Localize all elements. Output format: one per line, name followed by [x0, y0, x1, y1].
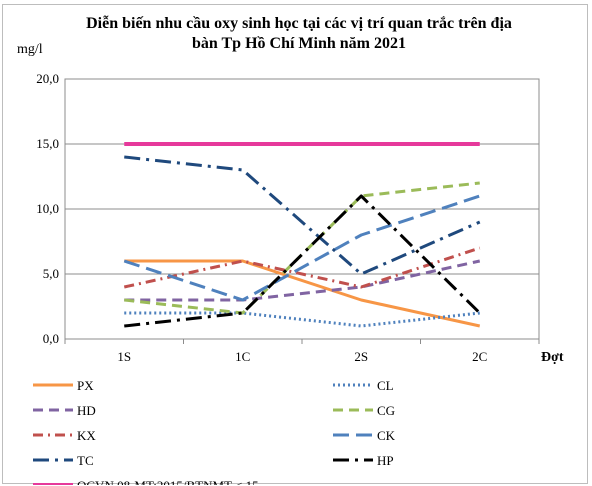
x-tick-label: 2C [472, 349, 487, 364]
x-tick-label: 1C [235, 349, 250, 364]
y-axis-unit: mg/l [17, 42, 43, 57]
legend-label: PX [77, 378, 94, 393]
chart-frame: Diễn biến nhu cầu oxy sinh học tại các v… [2, 4, 588, 485]
series-line-cg [124, 181, 480, 315]
series-line-hd [124, 259, 481, 302]
legend-item: CK [333, 428, 396, 443]
legend: PX CL HD CG KX CK TC HP QCVN 08-MT:2015/BTNMT < … [33, 378, 396, 485]
chart: Diễn biến nhu cầu oxy sinh học tại các v… [17, 15, 564, 485]
legend-item: QCVN 08-MT:2015/BTNMT < 15 [33, 478, 259, 485]
y-tick-label: 20,0 [36, 71, 59, 86]
series-line-px [124, 259, 481, 328]
x-tick-label: 1S [117, 349, 131, 364]
y-tick-label: 15,0 [36, 136, 59, 151]
legend-label: CL [377, 378, 394, 393]
legend-item: HP [333, 453, 394, 468]
legend-item: TC [33, 453, 94, 468]
y-tick-label: 10,0 [36, 201, 59, 216]
y-tick-label: 0,0 [43, 331, 59, 346]
legend-label: CG [377, 403, 395, 418]
chart-title-line-1: Diễn biến nhu cầu oxy sinh học tại các v… [86, 15, 512, 32]
legend-item: KX [33, 428, 96, 443]
legend-label: KX [77, 428, 96, 443]
legend-label: TC [77, 453, 94, 468]
x-axis-label: Đợt [541, 350, 564, 365]
x-tick-label: 2S [354, 349, 368, 364]
series-line-tc [124, 155, 481, 276]
legend-item: CG [333, 403, 395, 418]
legend-label: QCVN 08-MT:2015/BTNMT < 15 [77, 478, 259, 485]
plot-area: 0,0 5,0 10,0 15,0 20,0 1S 1C 2S 2C [36, 71, 540, 364]
chart-title: Diễn biến nhu cầu oxy sinh học tại các v… [86, 15, 512, 52]
legend-item: PX [33, 378, 94, 393]
legend-item: HD [33, 403, 96, 418]
legend-label: HP [377, 453, 394, 468]
series-line-kx [123, 246, 481, 289]
series-line-ck [123, 194, 481, 302]
legend-label: CK [377, 428, 396, 443]
legend-label: HD [77, 403, 96, 418]
legend-item: CL [333, 378, 394, 393]
y-tick-label: 5,0 [43, 266, 59, 281]
chart-title-line-2: bàn Tp Hồ Chí Minh năm 2021 [192, 35, 406, 52]
